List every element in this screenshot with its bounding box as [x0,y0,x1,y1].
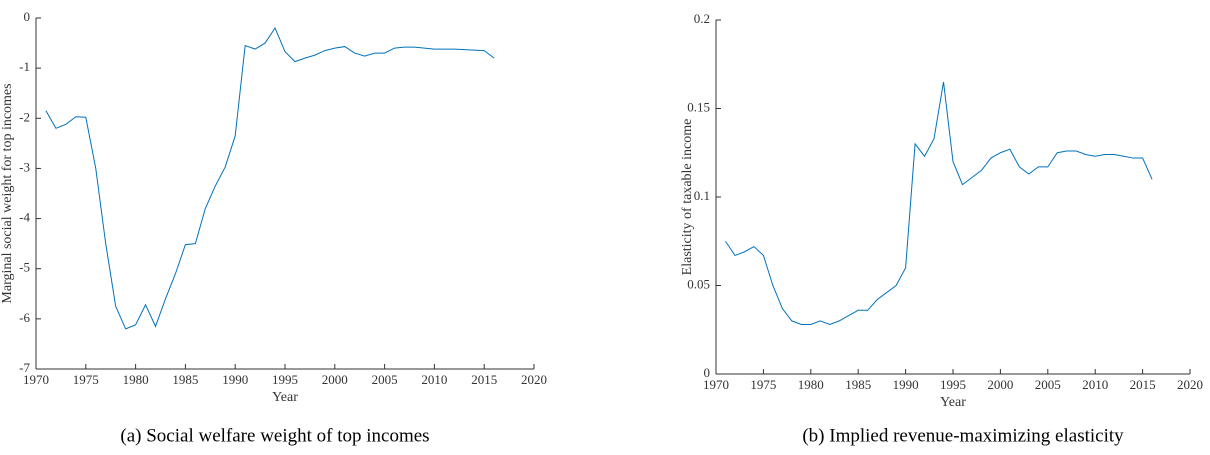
x-tick-label: 1995 [940,377,966,392]
y-axis-label: Marginal social weight for top incomes [0,83,15,303]
y-tick-label: -3 [19,159,30,174]
y-tick-label: 0.05 [687,276,710,291]
x-tick-label: 1985 [845,377,871,392]
x-tick-label: 2005 [1035,377,1061,392]
x-tick-label: 2020 [521,372,547,387]
x-tick-label: 2010 [421,372,447,387]
y-tick-label: 0 [704,365,711,380]
y-tick-label: -4 [19,210,30,225]
y-tick-label: 0 [24,9,31,24]
x-tick-label: 1995 [272,372,298,387]
x-tick-label: 2015 [471,372,497,387]
x-axis-label: Year [940,395,966,410]
y-tick-label: 0.1 [694,188,710,203]
x-tick-label: 1980 [798,377,824,392]
y-tick-label: -6 [19,310,30,325]
x-tick-label: 2010 [1082,377,1108,392]
x-tick-label: 2020 [1177,377,1203,392]
x-tick-label: 2000 [322,372,348,387]
y-tick-label: 0.2 [694,11,710,26]
y-tick-label: -7 [19,360,30,375]
y-tick-label: -5 [19,260,30,275]
caption: (a) Social welfare weight of top incomes [120,425,429,446]
x-tick-label: 2000 [987,377,1013,392]
line-series [725,81,1153,325]
caption: (b) Implied revenue-maximizing elasticit… [802,425,1124,446]
y-tick-label: -2 [19,109,30,124]
x-tick-label: 1970 [703,377,729,392]
y-axis-label: Elasticity of taxable income [680,119,695,276]
x-tick-label: 2005 [372,372,398,387]
line-series [45,26,495,330]
x-axis-label: Year [272,390,298,405]
x-tick-label: 1990 [222,372,248,387]
y-tick-label: -1 [19,59,30,74]
x-tick-label: 1990 [893,377,919,392]
x-tick-label: 1975 [750,377,776,392]
y-tick-label: 0.15 [687,99,710,114]
x-tick-label: 2015 [1130,377,1156,392]
x-tick-label: 1970 [23,372,49,387]
x-tick-label: 1985 [172,372,198,387]
x-tick-label: 1975 [73,372,99,387]
x-tick-label: 1980 [123,372,149,387]
